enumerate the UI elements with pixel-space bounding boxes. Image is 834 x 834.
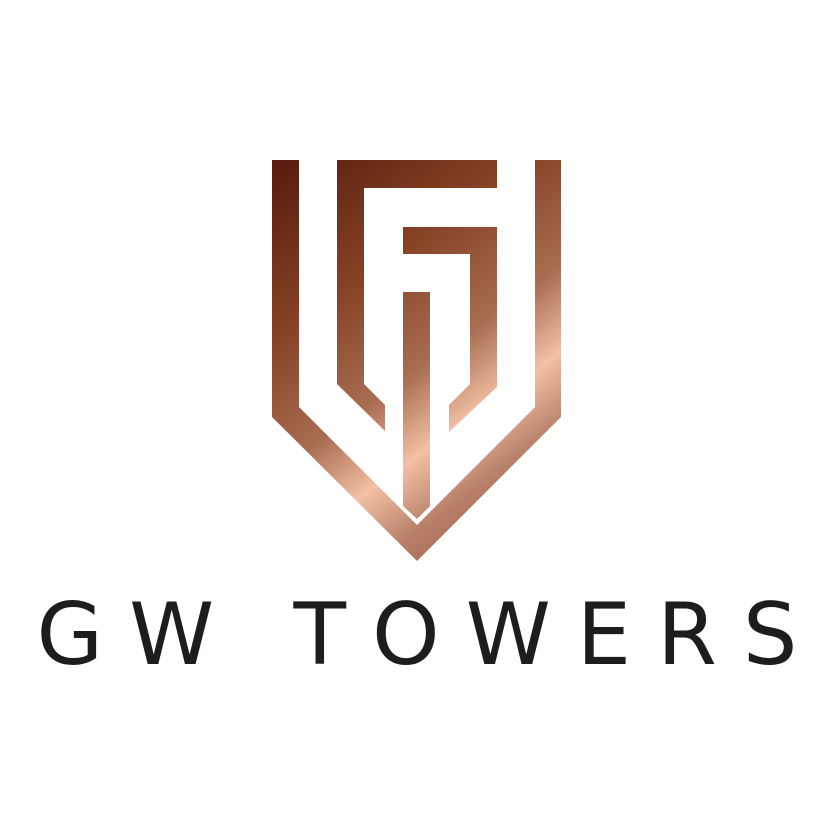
company-name: GW TOWERS bbox=[36, 585, 824, 685]
center-stem bbox=[403, 292, 430, 519]
inner-g-hook bbox=[403, 227, 497, 432]
inner-g-frame bbox=[337, 160, 497, 431]
shield-outline bbox=[272, 160, 561, 561]
